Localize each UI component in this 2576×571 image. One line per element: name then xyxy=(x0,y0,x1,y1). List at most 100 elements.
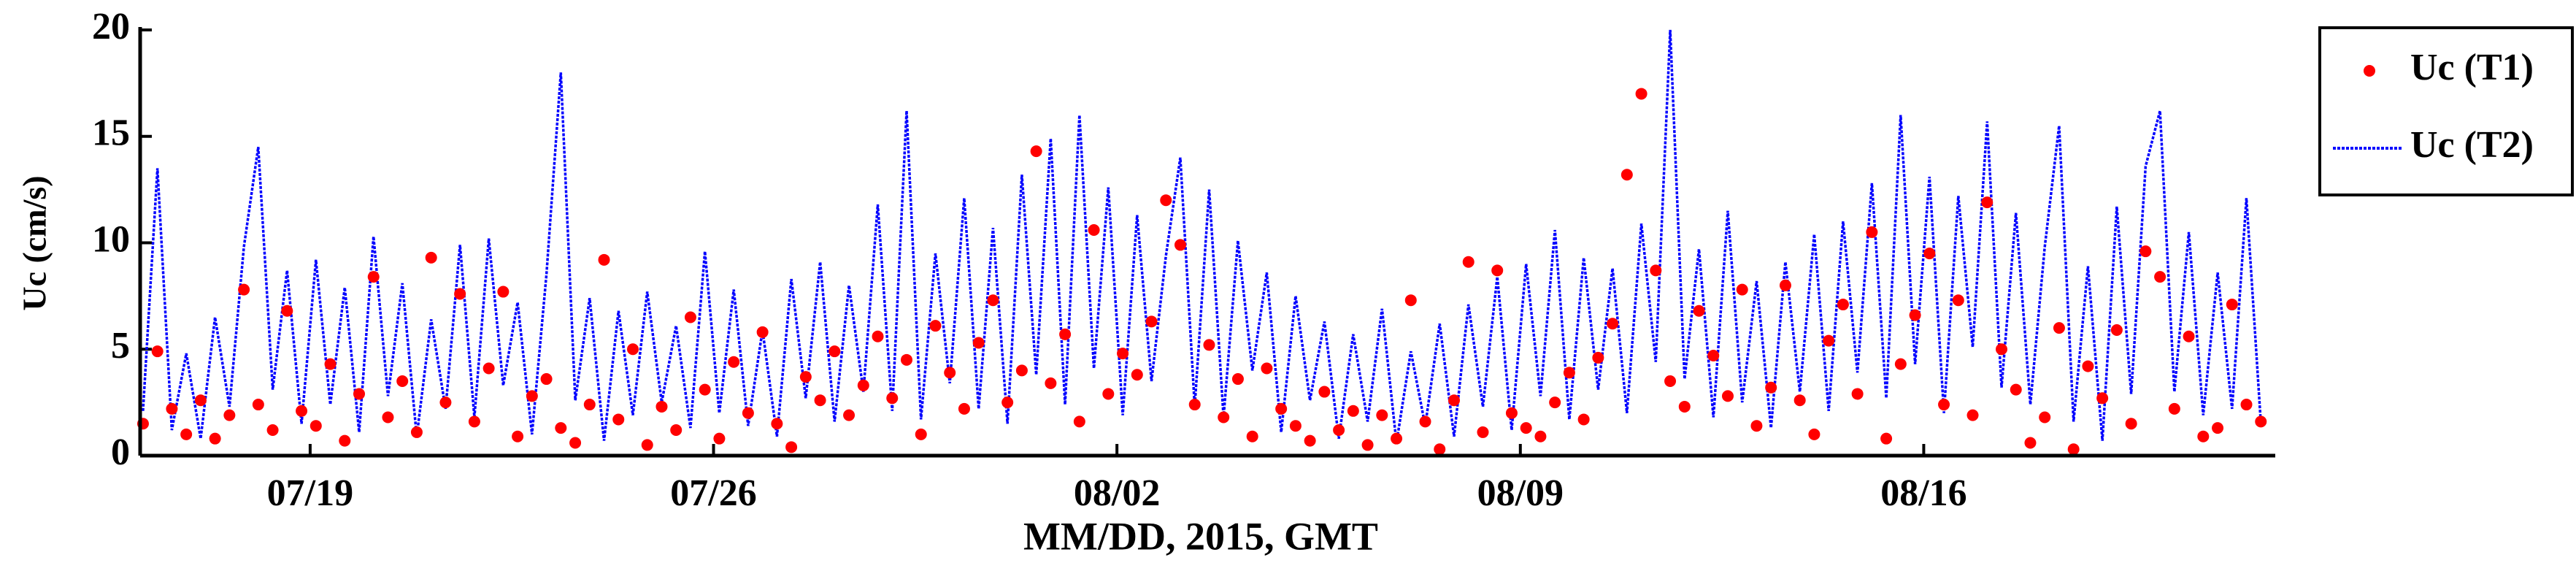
data-point xyxy=(194,394,207,407)
data-point xyxy=(1289,420,1302,432)
y-tick-label: 10 xyxy=(92,218,130,260)
data-point xyxy=(1938,399,1950,411)
data-point xyxy=(670,424,683,437)
data-point xyxy=(713,432,726,445)
data-point xyxy=(2053,322,2065,334)
data-point xyxy=(641,439,653,451)
data-point xyxy=(1779,279,1791,291)
legend-marker xyxy=(2364,65,2375,77)
data-point xyxy=(771,418,783,430)
data-point xyxy=(1131,369,1143,381)
data-point xyxy=(1174,239,1186,251)
data-point xyxy=(684,311,696,323)
data-point xyxy=(1678,400,1691,413)
y-axis-label: Uc (cm/s) xyxy=(16,175,53,310)
y-tick-label: 0 xyxy=(111,432,130,473)
data-point xyxy=(756,326,769,338)
data-point xyxy=(1563,367,1575,379)
data-point xyxy=(1448,394,1460,407)
data-point xyxy=(1923,248,1936,260)
data-point xyxy=(843,409,856,421)
data-point xyxy=(1117,348,1129,360)
data-point xyxy=(1736,283,1748,296)
data-point xyxy=(1261,362,1273,375)
data-point xyxy=(497,286,510,298)
data-point xyxy=(1635,88,1648,100)
data-point xyxy=(872,330,884,342)
x-tick-label: 08/09 xyxy=(1477,472,1564,514)
data-point xyxy=(1160,194,1172,207)
data-point xyxy=(482,362,495,375)
data-point xyxy=(785,441,798,453)
data-point xyxy=(1333,424,1345,437)
data-point xyxy=(1347,405,1359,417)
data-point xyxy=(1866,226,1878,238)
data-point xyxy=(526,390,538,402)
data-point xyxy=(569,437,582,449)
data-point xyxy=(1045,377,1057,389)
data-point xyxy=(958,402,970,415)
legend-label: Uc (T1) xyxy=(2410,47,2534,88)
data-point xyxy=(1909,309,1921,321)
data-point xyxy=(799,371,812,383)
data-point xyxy=(857,379,869,391)
data-point xyxy=(1361,439,1374,451)
y-tick-label: 5 xyxy=(111,325,130,367)
series-line xyxy=(142,29,2263,443)
data-point xyxy=(1722,390,1734,402)
data-point xyxy=(1015,364,1028,377)
data-point xyxy=(1620,169,1633,181)
data-point xyxy=(929,320,942,332)
data-point xyxy=(252,399,264,411)
data-point xyxy=(1231,373,1244,386)
data-point xyxy=(1419,415,1431,428)
data-point xyxy=(1434,443,1446,456)
data-point xyxy=(1505,407,1518,419)
data-point xyxy=(166,402,178,415)
data-point xyxy=(209,432,221,445)
data-point xyxy=(1966,409,1979,421)
data-point xyxy=(627,343,639,356)
data-point xyxy=(512,430,524,442)
legend-label: Uc (T2) xyxy=(2410,124,2534,166)
data-point xyxy=(1203,339,1215,351)
data-point xyxy=(2110,324,2123,337)
data-point xyxy=(1318,386,1331,398)
data-point xyxy=(367,271,380,283)
data-point xyxy=(1491,264,1504,277)
data-point xyxy=(296,405,308,417)
data-point xyxy=(2039,411,2051,424)
data-point xyxy=(886,392,899,405)
data-point xyxy=(540,373,553,386)
data-point xyxy=(1996,343,2007,356)
data-point xyxy=(238,283,250,296)
data-point xyxy=(439,396,452,409)
data-point xyxy=(382,411,394,424)
data-point xyxy=(1304,434,1316,447)
data-point xyxy=(1851,388,1864,400)
data-point xyxy=(1030,145,1042,158)
data-point xyxy=(324,358,337,370)
data-point xyxy=(1607,318,1619,330)
data-point xyxy=(1376,409,1388,421)
data-point xyxy=(180,428,193,440)
data-point xyxy=(2197,430,2210,442)
data-point xyxy=(1894,358,1907,370)
data-point xyxy=(454,288,466,300)
data-point xyxy=(944,367,956,379)
data-point xyxy=(1837,299,1849,311)
data-point xyxy=(1952,294,1964,307)
data-point xyxy=(1073,415,1085,428)
data-point xyxy=(2082,360,2094,372)
data-point xyxy=(1145,315,1158,328)
data-point xyxy=(1188,399,1201,411)
data-point xyxy=(2024,437,2037,449)
data-point xyxy=(699,383,711,396)
data-point xyxy=(281,304,293,317)
data-point xyxy=(1981,196,1993,209)
x-tick-label: 08/16 xyxy=(1880,472,1966,514)
x-axis-label: MM/DD, 2015, GMT xyxy=(1023,514,1378,558)
data-point xyxy=(1808,428,1820,440)
data-point xyxy=(1404,294,1417,307)
